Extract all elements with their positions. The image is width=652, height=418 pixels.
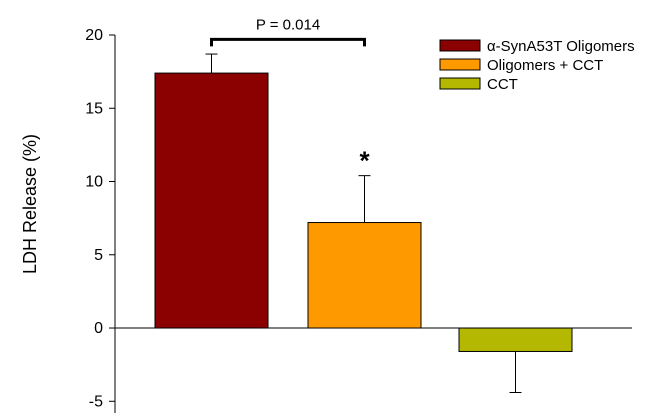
significance-bracket <box>210 37 366 47</box>
error-bars-group <box>205 53 522 393</box>
y-tick-label: 5 <box>94 247 103 264</box>
legend-swatch <box>439 39 481 52</box>
legend-label: Oligomers + CCT <box>487 57 603 74</box>
significance-star: * <box>359 146 370 176</box>
bar <box>154 72 269 329</box>
legend-swatch <box>439 77 481 90</box>
bar <box>458 327 573 352</box>
significance-label: P = 0.014 <box>256 16 320 33</box>
y-tick-label: 15 <box>85 100 103 117</box>
y-tick-label: 0 <box>94 320 103 337</box>
y-tick-label: 10 <box>85 174 103 191</box>
legend-label: CCT <box>487 76 518 93</box>
legend: α-SynA53T Oligomers Oligomers + CCT CCT <box>439 38 635 93</box>
legend-swatch <box>439 58 481 71</box>
annotations-group: P = 0.014 * <box>210 16 370 176</box>
y-axis-label: LDH Release (%) <box>20 134 40 274</box>
y-tick-label: 20 <box>85 27 103 44</box>
bars-group <box>154 72 573 352</box>
bar <box>307 222 422 329</box>
y-axis: -5 0 5 10 15 20 <box>85 27 116 413</box>
y-tick-label: -5 <box>89 393 103 410</box>
legend-label: α-SynA53T Oligomers <box>487 38 635 55</box>
